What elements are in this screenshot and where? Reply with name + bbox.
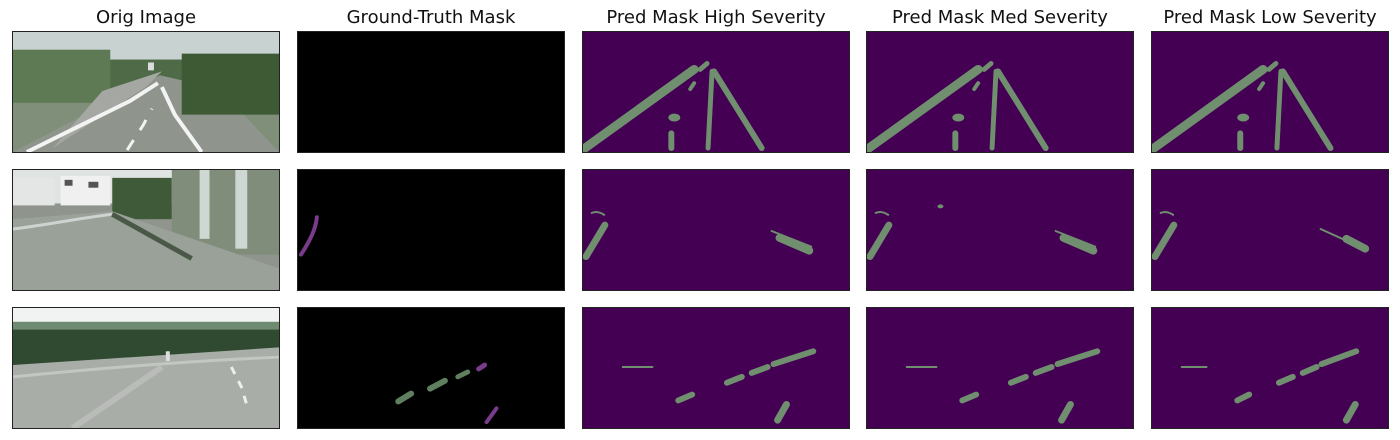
pred-mask-med-row-2: [866, 169, 1134, 291]
orig-image-row-3: [12, 307, 280, 429]
ground-truth-mask-row-3: [297, 307, 565, 429]
orig-image-row-1: [12, 31, 280, 153]
pred-mask-high-row-2: [582, 169, 850, 291]
pred-mask-low-row-1: [1151, 31, 1389, 153]
column-title-pred-low: Pred Mask Low Severity: [1163, 7, 1377, 28]
column-title-pred-med: Pred Mask Med Severity: [892, 7, 1108, 28]
pred-mask-low-row-2: [1151, 169, 1389, 291]
ground-truth-mask-row-1: [297, 31, 565, 153]
column-title-pred-high: Pred Mask High Severity: [606, 7, 826, 28]
pred-mask-med-row-1: [866, 31, 1134, 153]
pred-mask-low-row-3: [1151, 307, 1389, 429]
column-title-ground-truth-mask: Ground-Truth Mask: [346, 7, 516, 28]
column-title-orig-image: Orig Image: [95, 7, 197, 28]
pred-mask-med-row-3: [866, 307, 1134, 429]
orig-image-row-2: [12, 169, 280, 291]
ground-truth-mask-row-2: [297, 169, 565, 291]
pred-mask-high-row-1: [582, 31, 850, 153]
pred-mask-high-row-3: [582, 307, 850, 429]
